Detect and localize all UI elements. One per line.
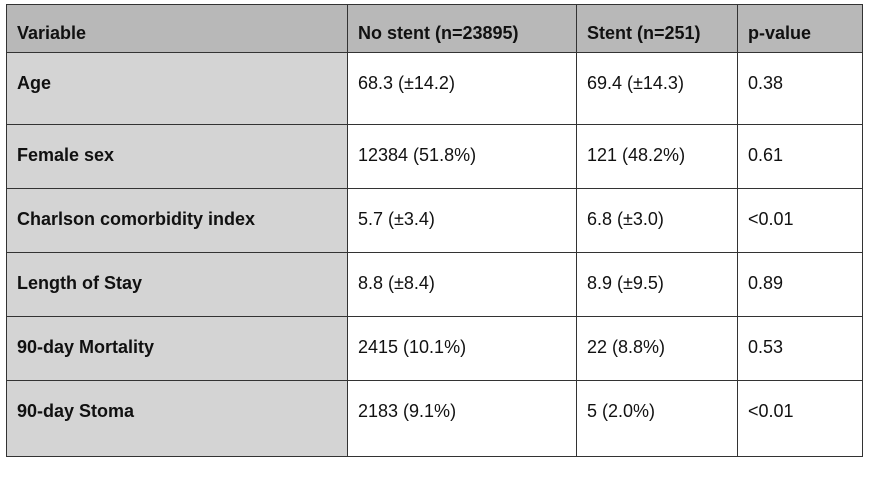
row-label-90-day-mortality: 90-day Mortality xyxy=(6,316,348,381)
row-label-90-day-stoma: 90-day Stoma xyxy=(6,380,348,457)
table-row: 90-day Stoma 2183 (9.1%) 5 (2.0%) <0.01 xyxy=(6,380,863,457)
header-row: Variable No stent (n=23895) Stent (n=251… xyxy=(6,4,863,53)
table-row: Charlson comorbidity index 5.7 (±3.4) 6.… xyxy=(6,188,863,253)
table-header: Variable No stent (n=23895) Stent (n=251… xyxy=(6,4,863,53)
cell-p-value: <0.01 xyxy=(737,380,863,457)
cell-stent: 121 (48.2%) xyxy=(576,124,738,189)
row-label-female-sex: Female sex xyxy=(6,124,348,189)
header-p-value: p-value xyxy=(737,4,863,53)
cell-p-value: <0.01 xyxy=(737,188,863,253)
row-label-charlson-index: Charlson comorbidity index xyxy=(6,188,348,253)
cell-p-value: 0.89 xyxy=(737,252,863,317)
cell-no-stent: 2415 (10.1%) xyxy=(347,316,577,381)
cell-no-stent: 2183 (9.1%) xyxy=(347,380,577,457)
cell-p-value: 0.61 xyxy=(737,124,863,189)
header-variable: Variable xyxy=(6,4,348,53)
cell-no-stent: 8.8 (±8.4) xyxy=(347,252,577,317)
cell-no-stent: 68.3 (±14.2) xyxy=(347,52,577,125)
table-row: Length of Stay 8.8 (±8.4) 8.9 (±9.5) 0.8… xyxy=(6,252,863,317)
cell-stent: 6.8 (±3.0) xyxy=(576,188,738,253)
table-row: Age 68.3 (±14.2) 69.4 (±14.3) 0.38 xyxy=(6,52,863,125)
table-row: Female sex 12384 (51.8%) 121 (48.2%) 0.6… xyxy=(6,124,863,189)
table-row: 90-day Mortality 2415 (10.1%) 22 (8.8%) … xyxy=(6,316,863,381)
header-no-stent: No stent (n=23895) xyxy=(347,4,577,53)
row-label-length-of-stay: Length of Stay xyxy=(6,252,348,317)
comparison-table-container: Variable No stent (n=23895) Stent (n=251… xyxy=(6,4,863,457)
comparison-table: Variable No stent (n=23895) Stent (n=251… xyxy=(6,4,863,457)
cell-no-stent: 5.7 (±3.4) xyxy=(347,188,577,253)
cell-no-stent: 12384 (51.8%) xyxy=(347,124,577,189)
cell-stent: 8.9 (±9.5) xyxy=(576,252,738,317)
table-body: Age 68.3 (±14.2) 69.4 (±14.3) 0.38 Femal… xyxy=(6,52,863,457)
header-stent: Stent (n=251) xyxy=(576,4,738,53)
cell-stent: 5 (2.0%) xyxy=(576,380,738,457)
cell-p-value: 0.53 xyxy=(737,316,863,381)
cell-stent: 69.4 (±14.3) xyxy=(576,52,738,125)
cell-stent: 22 (8.8%) xyxy=(576,316,738,381)
row-label-age: Age xyxy=(6,52,348,125)
cell-p-value: 0.38 xyxy=(737,52,863,125)
